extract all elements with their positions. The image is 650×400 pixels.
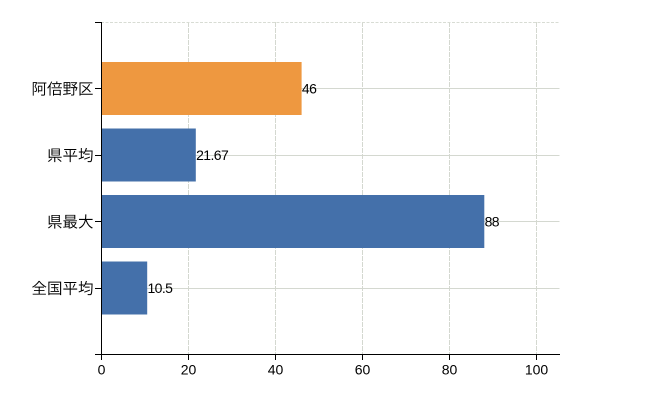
svg-text:60: 60 (355, 362, 371, 378)
svg-text:20: 20 (181, 362, 197, 378)
svg-text:80: 80 (442, 362, 458, 378)
svg-text:0: 0 (98, 362, 106, 378)
svg-text:46: 46 (302, 80, 317, 96)
svg-text:10.5: 10.5 (148, 280, 174, 296)
svg-text:100: 100 (525, 362, 549, 378)
svg-text:88: 88 (485, 213, 500, 229)
svg-text:21.67: 21.67 (196, 147, 229, 163)
svg-text:40: 40 (268, 362, 284, 378)
